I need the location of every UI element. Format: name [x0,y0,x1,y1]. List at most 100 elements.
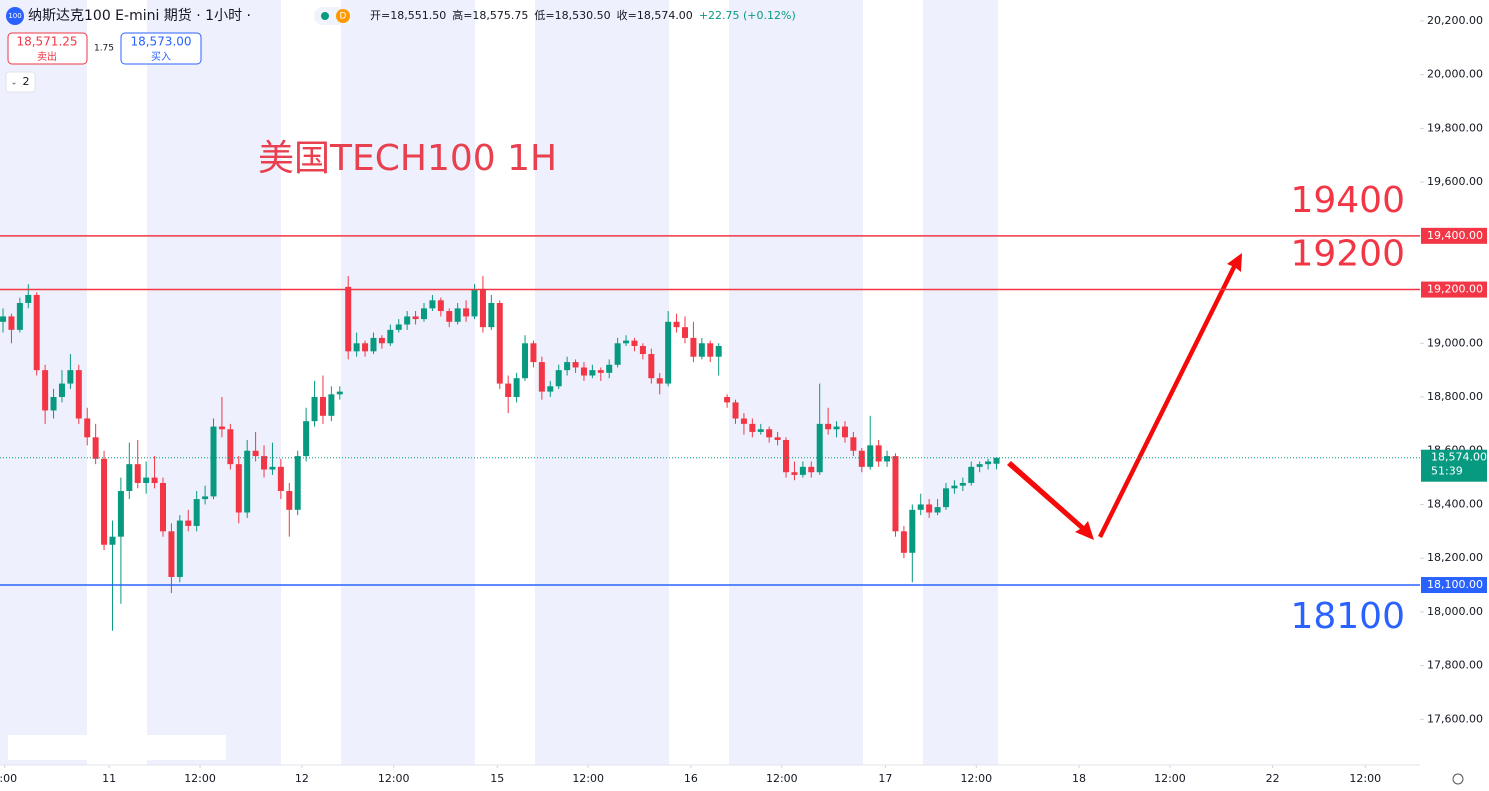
y-tick-label: 19,000.00 [1427,336,1483,349]
candle-body [395,324,402,330]
x-tick-label: 12:00 [766,772,798,785]
candle-body [202,496,209,500]
candle-body [294,456,301,510]
candle-body [319,397,326,416]
candle-body [429,300,436,309]
candle-body [732,402,739,419]
candle-body [496,302,503,384]
candle-body [479,289,486,328]
candle-body [875,445,882,462]
candle-body [698,343,705,357]
level-label-box [1421,281,1487,298]
y-tick-label: 18,200.00 [1427,551,1483,564]
settings-icon[interactable] [1452,773,1464,785]
candle-body [959,482,966,486]
candle-body [336,391,343,395]
x-tick-label: 2:00 [0,772,17,785]
arrow-down [1007,461,1094,540]
candle-body [833,426,840,430]
indicator-toggle[interactable] [5,71,36,93]
candle-body [867,445,874,467]
level-label-box [1421,227,1487,244]
y-tick-label: 20,000.00 [1427,68,1483,81]
candle-body [513,378,520,398]
level-label: 19,200.00 [1427,283,1483,296]
candle-body [412,316,419,320]
candle-body [623,340,630,344]
candle-body [370,337,377,352]
candle-body [547,386,554,392]
candle-body [799,466,806,475]
change: +22.75 (+0.12%) [699,9,796,22]
redacted [8,735,226,760]
y-tick-label: 19,600.00 [1427,175,1483,188]
candle-body [244,450,251,513]
candle-body [75,370,82,419]
candle-body [968,466,975,483]
candle-body [648,354,655,379]
candle-body [58,383,65,398]
y-tick-label: 19,800.00 [1427,121,1483,134]
candle-body [210,426,217,497]
x-tick-label: 12:00 [572,772,604,785]
candle-body [597,370,604,373]
candle-body [134,464,141,483]
candle-body [841,426,848,438]
sell-button[interactable] [7,32,88,65]
candle-body [900,531,907,553]
y-tick-label: 20,200.00 [1427,14,1483,27]
arrow-up [1098,253,1242,538]
candle-body [985,461,992,465]
candle-body [639,345,646,355]
candle-body [572,362,579,368]
candle-body [783,439,790,473]
level-label: 18,100.00 [1427,578,1483,591]
x-tick-label: 17 [878,772,892,785]
redacted [282,6,308,26]
candle-body [193,499,200,526]
candle-body [101,458,108,545]
annotation-title: 美国TECH100 1H [258,138,557,179]
candle-body [42,370,49,411]
x-tick-label: 12 [295,772,309,785]
candle-body [252,450,259,457]
candle-body [850,437,857,451]
candle-body [420,308,427,320]
candle-body [176,520,183,577]
candle-body [606,364,613,373]
candle-body [109,536,116,545]
candle-body [143,477,150,483]
candle-body [25,294,32,303]
badge [336,9,350,23]
candle-body [387,329,394,344]
candle-body [151,477,158,483]
candle-body [816,423,823,473]
ohlc-value: 开=18,551.50 [370,9,446,22]
x-tick-label: 22 [1266,772,1280,785]
candle-body [791,472,798,475]
y-tick-label: 17,600.00 [1427,712,1483,725]
x-tick-label: 12:00 [1154,772,1186,785]
candle-body [724,397,731,403]
y-tick-label: 18,400.00 [1427,497,1483,510]
candle-body [286,491,293,510]
x-tick-label: 12:00 [184,772,216,785]
candle-body [50,397,57,411]
candle-body [362,343,369,352]
symbol-title: 纳斯达克100 E-mini 期货 · 1小时 · [28,7,251,24]
countdown: 51:39 [1431,465,1463,478]
candle-body [235,464,242,513]
candle-body [993,457,1000,464]
candle-body [808,466,815,473]
chevron: ⌄ [11,78,18,87]
candle-body [303,421,310,457]
buy-button[interactable] [120,32,202,65]
candle-body [437,300,444,312]
candle-body [84,418,91,438]
candle-body [378,337,385,344]
candle-body [673,321,680,328]
spread: 1.75 [94,44,114,54]
candle-body [463,308,470,317]
candle-body [858,450,865,467]
level-annotation: 19200 [1290,234,1405,275]
